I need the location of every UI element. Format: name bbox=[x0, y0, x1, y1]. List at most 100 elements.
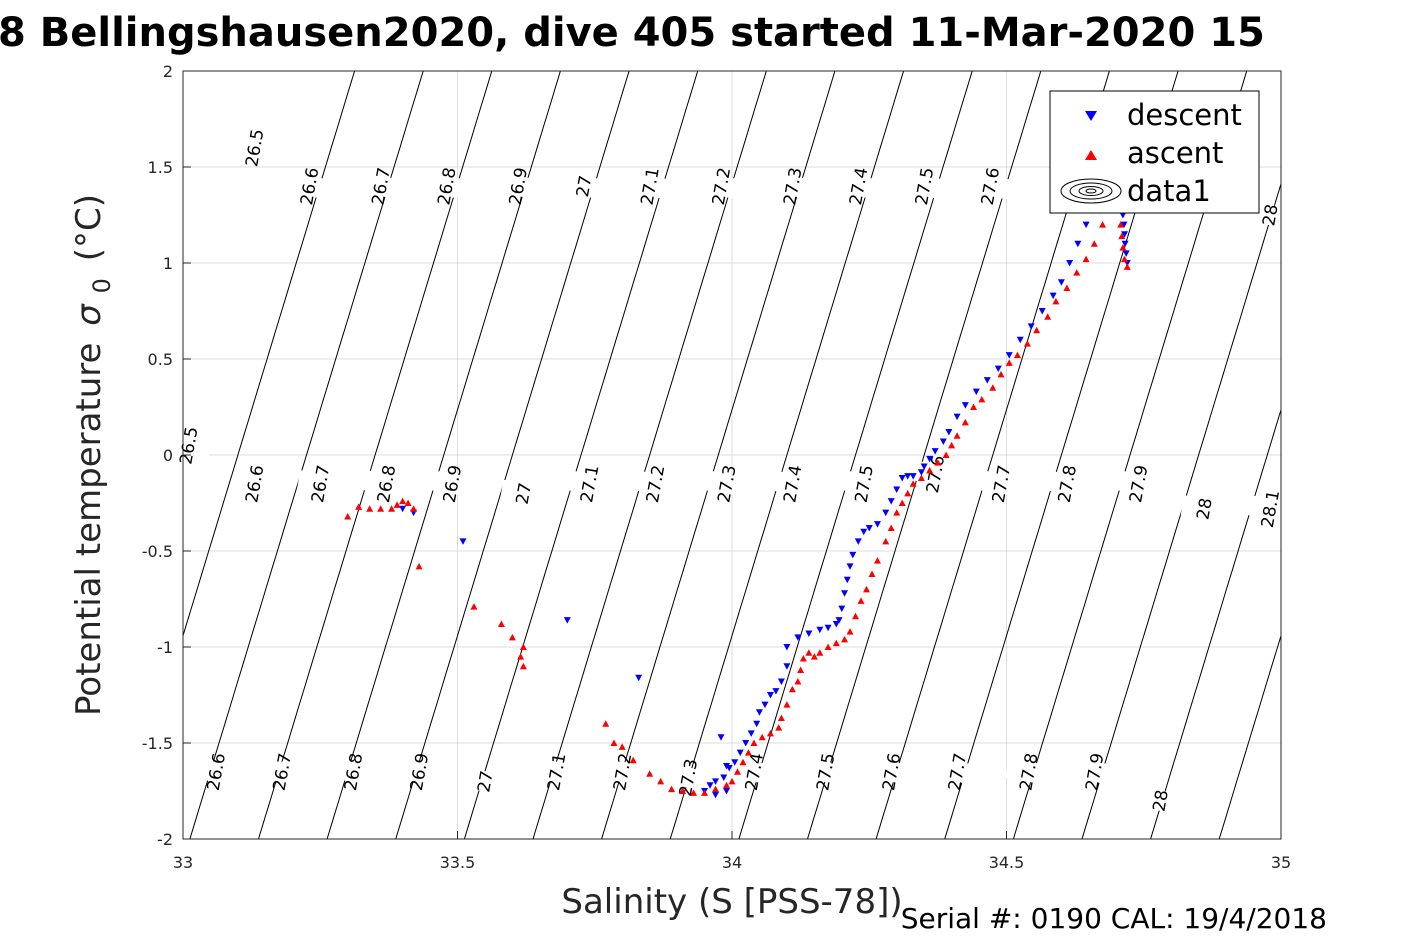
ascent-marker bbox=[733, 768, 741, 775]
y-tick-label: -2 bbox=[157, 830, 173, 849]
ascent-marker bbox=[810, 653, 818, 660]
ascent-marker bbox=[775, 724, 783, 731]
ascent-marker bbox=[832, 639, 840, 647]
isopycnal-label-bg bbox=[867, 758, 915, 786]
descent-marker bbox=[717, 734, 725, 741]
descent-marker bbox=[854, 538, 862, 545]
legend-data1-label: data1 bbox=[1127, 174, 1211, 208]
ascent-marker bbox=[399, 497, 407, 505]
ascent-marker bbox=[690, 789, 698, 796]
y-tick-label: -1.5 bbox=[142, 734, 173, 753]
ascent-marker bbox=[942, 451, 950, 458]
ascent-marker bbox=[1119, 244, 1127, 251]
legend[interactable]: descent ascent data1 bbox=[1049, 90, 1260, 214]
descent-marker bbox=[772, 688, 780, 695]
ascent-marker bbox=[344, 512, 352, 520]
ascent-marker bbox=[1123, 263, 1131, 270]
isopycnal-label-bg bbox=[565, 470, 613, 498]
ascent-marker bbox=[1121, 255, 1129, 263]
descent-marker bbox=[860, 528, 868, 536]
descent-marker bbox=[731, 759, 739, 766]
ascent-marker bbox=[868, 570, 876, 578]
descent-marker bbox=[783, 644, 791, 651]
descent-marker bbox=[961, 402, 969, 409]
descent-marker bbox=[1066, 260, 1074, 267]
ascent-marker bbox=[893, 509, 901, 516]
descent-marker bbox=[723, 788, 731, 795]
isopycnal-label: 27 bbox=[474, 769, 497, 794]
ascent-marker bbox=[1005, 359, 1013, 366]
ascent-marker bbox=[917, 474, 925, 482]
y-axis-title: Potential temperature σ 0 (°C) bbox=[69, 194, 119, 716]
ascent-marker bbox=[816, 649, 824, 656]
descent-marker bbox=[893, 486, 901, 494]
legend-descent-label: descent bbox=[1127, 98, 1242, 132]
isopycnal-contour bbox=[601, 71, 836, 839]
x-tick-label: 34 bbox=[722, 853, 742, 872]
descent-marker bbox=[753, 720, 761, 728]
svg-text:Potential temperature σ: Potential temperature σ 0 (°C) bbox=[69, 194, 119, 716]
descent-marker bbox=[824, 624, 832, 632]
isopycnal-label-bg bbox=[423, 172, 470, 200]
isopycnal-label-bg bbox=[296, 470, 344, 498]
ascent-marker bbox=[797, 666, 805, 674]
ascent-marker bbox=[948, 441, 956, 449]
descent-marker bbox=[931, 448, 939, 455]
isopycnal-labels: 26.526.6 26.7 26.8 26.9 27 27.1 27.2 27.3 27.4 27… bbox=[165, 128, 1294, 815]
isopycnal-contour bbox=[738, 71, 973, 839]
ascent-marker bbox=[388, 505, 396, 512]
ascent-marker bbox=[1063, 284, 1071, 291]
ascent-marker bbox=[863, 585, 871, 593]
ascent-marker bbox=[1052, 297, 1060, 305]
legend-ascent-label: ascent bbox=[1127, 136, 1223, 170]
ascent-marker bbox=[882, 537, 890, 545]
descent-marker bbox=[766, 692, 774, 699]
descent-marker bbox=[1057, 279, 1065, 286]
ascent-marker bbox=[970, 403, 978, 410]
ascent-marker bbox=[355, 503, 363, 510]
ascent-marker bbox=[799, 655, 807, 662]
descent-marker bbox=[1074, 240, 1082, 248]
descent-marker bbox=[736, 749, 744, 757]
ascent-marker bbox=[926, 466, 934, 474]
isopycnal-label-bg bbox=[664, 763, 712, 792]
ascent-marker bbox=[898, 499, 906, 506]
footer-serial-cal: Serial #: 0190 CAL: 19/4/2018 bbox=[901, 902, 1327, 935]
isopycnal-contour bbox=[669, 71, 905, 839]
ascent-marker bbox=[846, 628, 854, 635]
descent-marker bbox=[939, 438, 947, 446]
isopycnal-label-bg bbox=[768, 470, 816, 498]
ascent-marker bbox=[1013, 351, 1021, 359]
ascent-marker bbox=[712, 785, 720, 793]
ascent-marker bbox=[1117, 221, 1125, 228]
data-markers bbox=[344, 183, 1131, 799]
ascent-marker bbox=[794, 678, 802, 685]
isopycnal-label-bg bbox=[395, 758, 443, 786]
descent-marker bbox=[841, 590, 849, 597]
ascent-marker bbox=[873, 557, 881, 564]
x-tick-label: 33 bbox=[173, 853, 193, 872]
descent-marker bbox=[926, 455, 934, 463]
ascent-marker bbox=[857, 597, 865, 604]
legend-ascent-marker bbox=[1085, 150, 1097, 160]
ascent-marker bbox=[519, 643, 527, 650]
x-axis-title: Salinity (S [PSS-78]) bbox=[561, 882, 902, 922]
isopycnal-contour bbox=[1150, 408, 1281, 839]
descent-marker bbox=[399, 505, 407, 513]
ascent-marker bbox=[887, 524, 895, 531]
isopycnal-label-bg bbox=[1136, 786, 1184, 815]
y-tick-label: 2 bbox=[163, 62, 173, 81]
ascent-marker bbox=[739, 758, 747, 766]
descent-marker bbox=[835, 617, 843, 624]
isopycnal-label-bg bbox=[933, 758, 981, 786]
ascent-marker bbox=[909, 480, 917, 487]
descent-marker bbox=[459, 538, 467, 545]
ascent-marker bbox=[978, 395, 986, 403]
isopycnal-label: 27 bbox=[513, 481, 536, 506]
descent-marker bbox=[563, 617, 571, 624]
isopycnal-label-bg bbox=[165, 431, 212, 460]
descent-marker bbox=[742, 740, 750, 747]
isopycnal-label-bg bbox=[494, 172, 542, 200]
descent-marker bbox=[1121, 240, 1129, 248]
isopycnal-label: 27 bbox=[573, 174, 596, 199]
